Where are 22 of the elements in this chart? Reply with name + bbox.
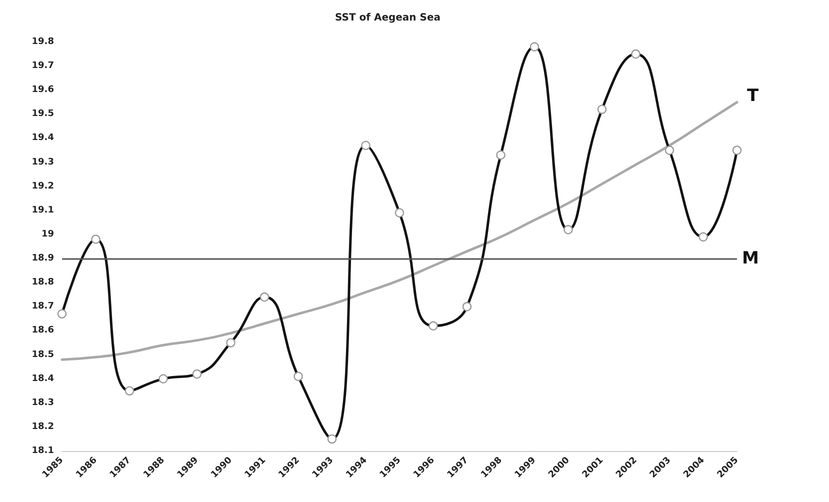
y-tick-label: 18.1 <box>32 446 54 456</box>
y-tick-label: 19.4 <box>32 133 54 144</box>
y-tick-label: 18.7 <box>32 302 54 312</box>
y-tick-label: 18.9 <box>32 254 54 264</box>
y-tick-label: 19.7 <box>32 61 54 72</box>
y-tick-label: 19.5 <box>32 109 54 120</box>
y-tick-label: 19.2 <box>32 181 54 192</box>
y-tick-label: 18.6 <box>32 326 54 336</box>
y-tick-label: 18.8 <box>32 278 54 288</box>
y-tick-label: 19.8 <box>32 37 54 47</box>
y-tick-label: 18.5 <box>32 350 54 360</box>
line-series <box>60 100 738 361</box>
y-tick-label: 19.3 <box>32 157 54 168</box>
y-tick-label: 19.1 <box>32 205 54 216</box>
chart-title: SST of Aegean Sea <box>335 12 441 24</box>
series-label: T <box>747 86 759 106</box>
y-tick-label: 18.4 <box>32 374 54 384</box>
y-tick-label: 19.6 <box>32 85 54 96</box>
ref-line-label: M <box>742 248 759 269</box>
y-tick-label: 19 <box>41 229 54 240</box>
y-tick-label: 18.2 <box>32 422 54 432</box>
y-tick-label: 18.3 <box>32 398 54 408</box>
